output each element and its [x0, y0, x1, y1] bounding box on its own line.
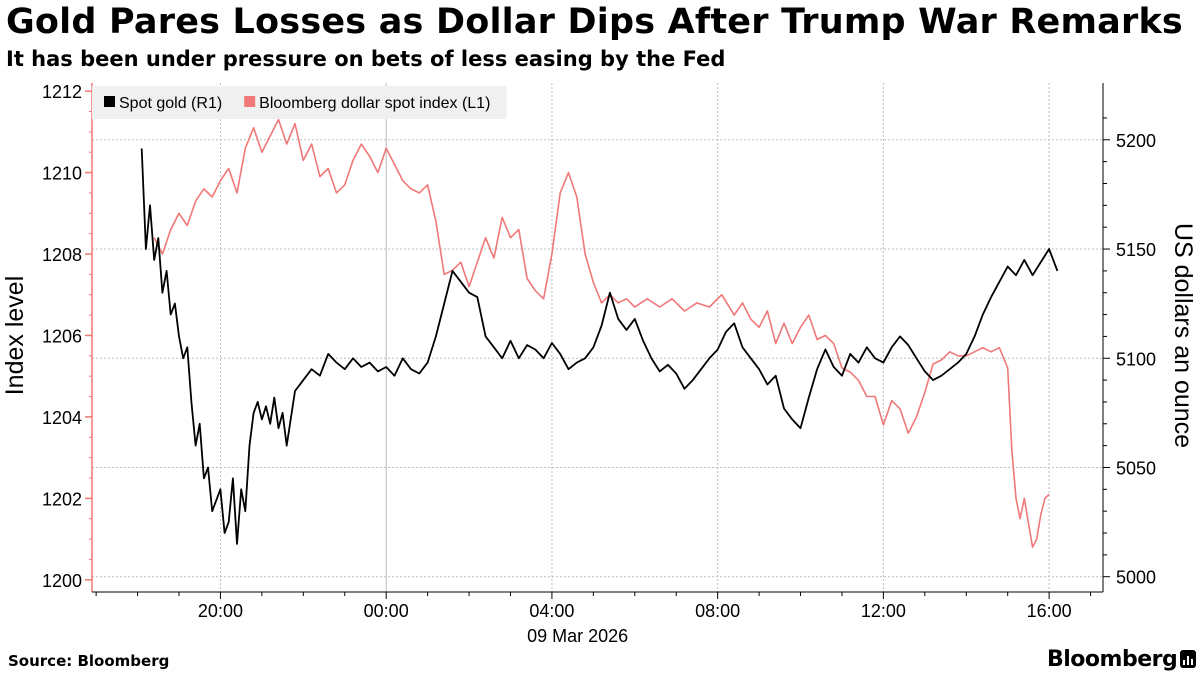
left-tick-label: 1206 [42, 326, 82, 346]
left-axis-title: Index level [1, 276, 29, 396]
chart-series [140, 118, 1059, 549]
legend-label: Spot gold (R1) [119, 95, 222, 112]
legend-swatch [104, 96, 115, 107]
x-date-label: 09 Mar 2026 [527, 626, 628, 646]
x-tick-label: 00:00 [364, 601, 409, 621]
x-tick-label: 04:00 [529, 601, 574, 621]
x-tick-label: 20:00 [198, 601, 243, 621]
chart-subtitle: It has been under pressure on bets of le… [6, 47, 726, 71]
legend-background [92, 86, 507, 119]
x-tick-label: 16:00 [1027, 601, 1072, 621]
left-tick-label: 1200 [42, 571, 82, 591]
chart-legend: Spot gold (R1) Bloomberg dollar spot inde… [92, 86, 507, 119]
right-tick-label: 5200 [1116, 131, 1156, 151]
left-tick-label: 1204 [42, 408, 82, 428]
right-tick-label: 5100 [1116, 349, 1156, 369]
series-line-spot-gold [140, 148, 1059, 545]
legend-label: Bloomberg dollar spot index (L1) [259, 95, 490, 112]
bloomberg-chart-icon [1180, 650, 1196, 668]
right-tick-label: 5000 [1116, 568, 1156, 588]
left-tick-label: 1208 [42, 245, 82, 265]
x-tick-label: 08:00 [695, 601, 740, 621]
left-tick-label: 1202 [42, 489, 82, 509]
left-tick-label: 1212 [42, 82, 82, 102]
chart-grid [92, 83, 1103, 592]
chart-axes: 20:00 00:00 04:00 08:00 12:00 16:00 09 Mar 202… [1, 82, 1197, 646]
legend-swatch [244, 96, 256, 107]
right-tick-label: 5050 [1116, 458, 1156, 478]
right-tick-label: 5150 [1116, 240, 1156, 260]
chart-title: Gold Pares Losses as Dollar Dips After T… [6, 2, 1183, 42]
left-tick-label: 1210 [42, 164, 82, 184]
series-line-dollar-index [153, 118, 1050, 549]
right-axis-title: US dollars an ounce [1169, 223, 1197, 448]
x-tick-label: 12:00 [861, 601, 906, 621]
brand-logo-text: Bloomberg [1047, 647, 1178, 672]
source-note: Source: Bloomberg [8, 652, 170, 670]
